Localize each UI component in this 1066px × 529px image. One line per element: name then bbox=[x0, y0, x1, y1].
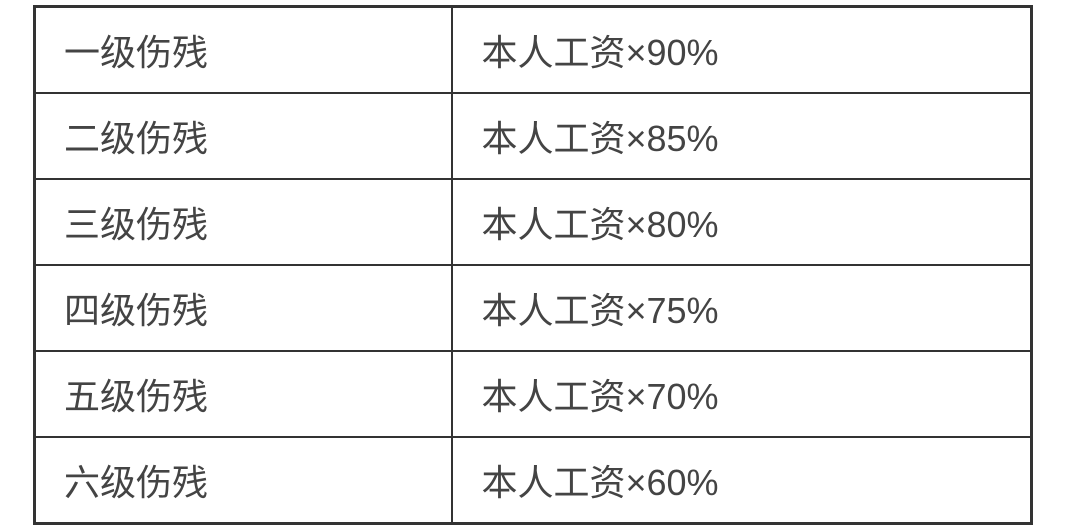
table-row: 五级伤残 本人工资×70% bbox=[36, 352, 1030, 438]
disability-level-cell: 五级伤残 bbox=[36, 352, 453, 436]
disability-level-cell: 三级伤残 bbox=[36, 180, 453, 264]
table-row: 一级伤残 本人工资×90% bbox=[36, 8, 1030, 94]
disability-level-cell: 四级伤残 bbox=[36, 266, 453, 350]
compensation-cell: 本人工资×75% bbox=[453, 266, 1030, 350]
table-row: 四级伤残 本人工资×75% bbox=[36, 266, 1030, 352]
table-row: 三级伤残 本人工资×80% bbox=[36, 180, 1030, 266]
table-row: 二级伤残 本人工资×85% bbox=[36, 94, 1030, 180]
compensation-cell: 本人工资×90% bbox=[453, 8, 1030, 92]
compensation-cell: 本人工资×85% bbox=[453, 94, 1030, 178]
disability-compensation-table: 一级伤残 本人工资×90% 二级伤残 本人工资×85% 三级伤残 本人工资×80… bbox=[33, 5, 1033, 525]
disability-level-cell: 二级伤残 bbox=[36, 94, 453, 178]
compensation-cell: 本人工资×80% bbox=[453, 180, 1030, 264]
table-row: 六级伤残 本人工资×60% bbox=[36, 438, 1030, 522]
disability-level-cell: 一级伤残 bbox=[36, 8, 453, 92]
disability-level-cell: 六级伤残 bbox=[36, 438, 453, 522]
compensation-cell: 本人工资×70% bbox=[453, 352, 1030, 436]
compensation-cell: 本人工资×60% bbox=[453, 438, 1030, 522]
